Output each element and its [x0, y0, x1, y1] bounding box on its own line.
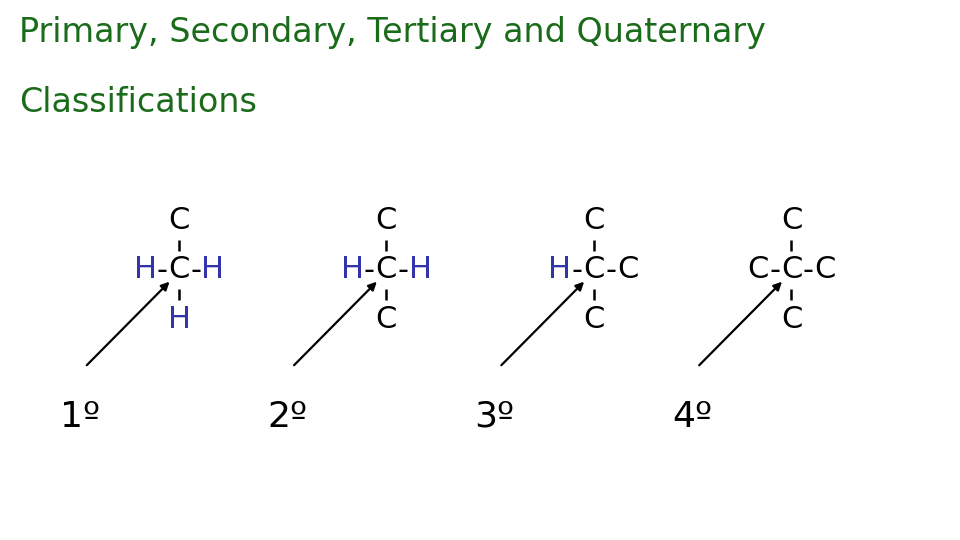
Text: C: C — [168, 206, 190, 235]
Text: Classifications: Classifications — [19, 86, 256, 119]
Text: H: H — [548, 255, 571, 285]
Text: H: H — [409, 255, 432, 285]
Text: Primary, Secondary, Tertiary and Quaternary: Primary, Secondary, Tertiary and Quatern… — [19, 16, 766, 49]
Text: C: C — [747, 255, 768, 285]
Text: 2º: 2º — [267, 400, 307, 434]
Text: -: - — [190, 255, 202, 285]
Text: H: H — [133, 255, 156, 285]
Text: H: H — [202, 255, 225, 285]
Text: C: C — [780, 305, 803, 334]
Text: H: H — [341, 255, 364, 285]
Text: C: C — [583, 206, 604, 235]
Text: C: C — [780, 255, 803, 285]
Text: -: - — [803, 255, 814, 285]
Text: C: C — [780, 206, 803, 235]
Text: C: C — [617, 255, 638, 285]
Text: C: C — [168, 255, 190, 285]
Text: C: C — [375, 305, 397, 334]
Text: C: C — [375, 255, 397, 285]
Text: -: - — [769, 255, 780, 285]
Text: 1º: 1º — [60, 400, 100, 434]
Text: 4º: 4º — [673, 400, 712, 434]
Text: -: - — [397, 255, 409, 285]
Text: -: - — [364, 255, 374, 285]
Text: C: C — [815, 255, 836, 285]
Text: C: C — [583, 255, 604, 285]
Text: C: C — [375, 206, 397, 235]
Text: H: H — [168, 305, 190, 334]
Text: -: - — [605, 255, 616, 285]
Text: C: C — [583, 305, 604, 334]
Text: -: - — [571, 255, 582, 285]
Text: -: - — [156, 255, 168, 285]
Text: 3º: 3º — [474, 400, 515, 434]
